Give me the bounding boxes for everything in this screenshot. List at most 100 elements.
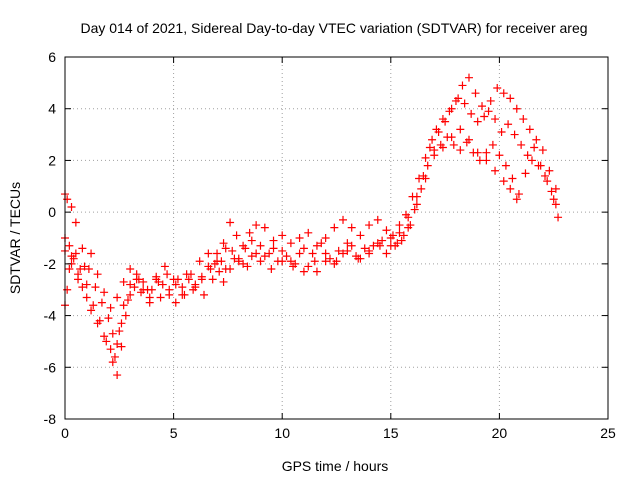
data-marker [510, 130, 519, 139]
data-marker [295, 249, 304, 258]
data-marker [441, 117, 450, 126]
data-marker [256, 257, 265, 266]
data-marker [234, 257, 243, 266]
data-marker [486, 96, 495, 105]
data-marker [186, 270, 195, 279]
data-marker [104, 314, 113, 323]
data-marker [295, 234, 304, 242]
data-marker [467, 109, 476, 118]
data-marker [541, 171, 550, 180]
data-marker [464, 73, 473, 82]
data-marker [269, 236, 278, 245]
data-marker [482, 156, 491, 165]
y-tick-label: -6 [44, 359, 57, 375]
x-axis-label: GPS time / hours [282, 458, 389, 474]
data-marker [525, 125, 534, 134]
data-marker [215, 267, 224, 276]
data-marker [113, 340, 122, 349]
data-marker [458, 81, 467, 90]
data-marker [143, 285, 152, 294]
data-marker [456, 125, 465, 134]
data-marker [195, 257, 204, 266]
data-marker [74, 275, 83, 284]
axes: 0 5 10 15 20 25 -8 -6 -4 -2 0 2 4 6 [44, 49, 616, 441]
data-marker [321, 234, 330, 242]
data-marker [464, 135, 473, 144]
data-marker [93, 319, 102, 328]
data-marker [126, 290, 135, 299]
data-marker [312, 267, 321, 276]
data-marker [89, 301, 98, 310]
data-marker [100, 288, 109, 297]
data-marker [365, 249, 374, 258]
data-marker [527, 156, 536, 165]
data-marker [508, 174, 517, 183]
data-marker [456, 146, 465, 155]
data-marker [100, 332, 109, 341]
x-tick-label: 25 [600, 425, 616, 441]
data-marker [245, 228, 254, 237]
data-marker [488, 140, 497, 149]
data-marker [554, 213, 563, 222]
data-marker [269, 244, 278, 253]
y-tick-label: -2 [44, 256, 57, 272]
data-marker [208, 275, 217, 284]
data-marker [71, 249, 80, 258]
data-marker [200, 290, 209, 299]
x-tick-label: 5 [170, 425, 178, 441]
data-marker [304, 228, 313, 237]
data-marker [538, 146, 547, 155]
data-marker [119, 277, 128, 286]
data-marker [158, 280, 167, 289]
data-marker [317, 239, 326, 248]
data-marker [397, 236, 406, 245]
data-marker [247, 252, 256, 261]
data-markers [61, 73, 563, 380]
data-marker [325, 254, 334, 263]
data-marker [282, 252, 291, 261]
data-marker [551, 184, 560, 193]
data-marker [438, 143, 447, 152]
y-tick-label: 4 [48, 101, 56, 117]
data-marker [473, 148, 482, 157]
data-marker [84, 265, 93, 274]
data-marker [299, 244, 308, 253]
data-marker [228, 246, 237, 255]
data-marker [395, 228, 404, 237]
data-marker [78, 283, 87, 292]
data-marker [517, 140, 526, 149]
data-marker [482, 148, 491, 157]
data-marker [260, 252, 269, 261]
data-marker [219, 239, 228, 248]
data-marker [286, 257, 295, 266]
data-marker [278, 246, 287, 255]
data-marker [506, 94, 515, 103]
data-marker [310, 257, 319, 266]
data-marker [312, 241, 321, 250]
data-marker [108, 358, 117, 367]
y-tick-label: 2 [48, 152, 56, 168]
data-marker [154, 277, 163, 286]
data-marker [180, 290, 189, 299]
data-marker [521, 169, 530, 178]
data-marker [473, 117, 482, 126]
data-marker [410, 205, 419, 214]
data-marker [471, 89, 480, 98]
data-marker [434, 127, 443, 136]
data-marker [117, 342, 126, 351]
data-marker [373, 215, 382, 224]
data-marker [106, 345, 115, 354]
data-marker [514, 190, 523, 199]
data-marker [289, 262, 298, 271]
y-tick-label: -8 [44, 411, 57, 427]
data-marker [152, 272, 161, 281]
data-marker [278, 231, 287, 240]
data-marker [378, 236, 387, 245]
data-marker [534, 161, 543, 170]
data-marker [304, 262, 313, 271]
data-marker [123, 296, 132, 305]
data-marker [354, 254, 363, 263]
data-marker [334, 246, 343, 255]
data-marker [65, 265, 74, 274]
